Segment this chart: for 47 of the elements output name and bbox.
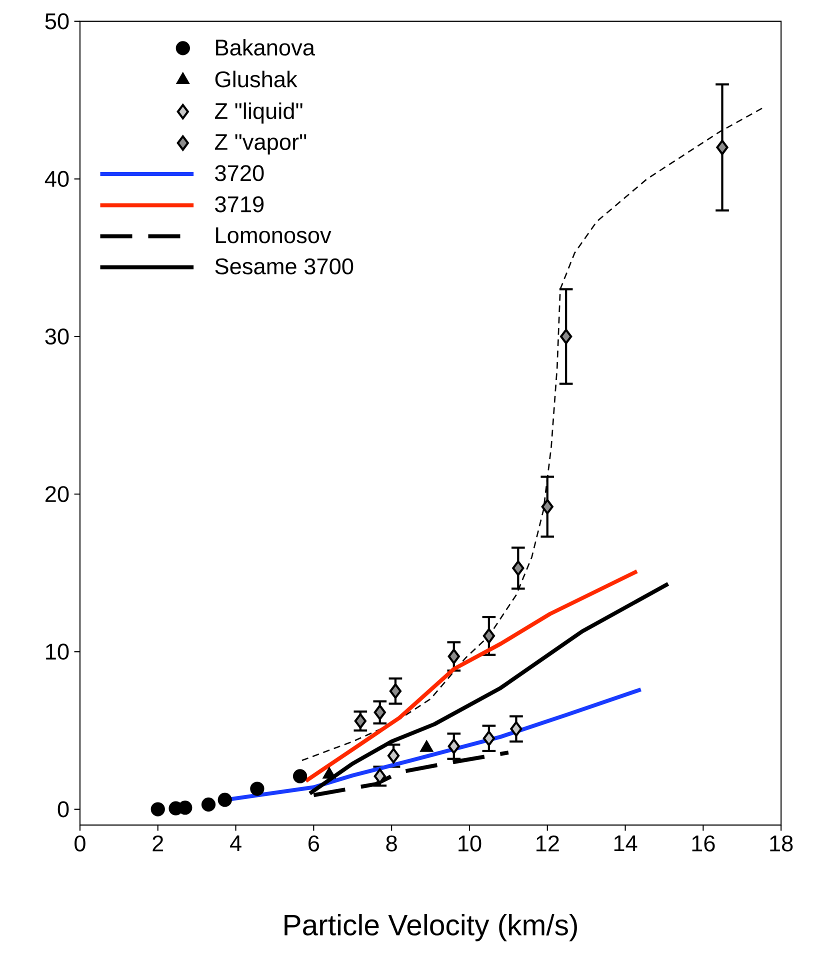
point (390, 683, 402, 699)
point (202, 797, 216, 812)
x-tick-label: 4 (230, 835, 242, 852)
line-series (308, 582, 670, 796)
point (541, 498, 554, 514)
point (178, 800, 192, 815)
point (716, 140, 728, 156)
point (250, 782, 264, 796)
point (293, 769, 308, 784)
point (388, 748, 400, 764)
point (374, 704, 386, 720)
point (512, 560, 524, 576)
point (448, 648, 460, 664)
y-tick-label: 30 (45, 328, 69, 345)
legend-label: Bakanova (216, 38, 316, 56)
point (323, 768, 336, 779)
point (218, 792, 232, 807)
x-axis-title: Particle Velocity (km/s) (284, 914, 578, 942)
point (483, 730, 496, 746)
x-tick-label: 2 (152, 835, 164, 852)
y-tick-label: 50 (45, 13, 69, 30)
x-tick-label: 6 (308, 835, 320, 852)
legend-label: Z "vapor" (215, 134, 306, 155)
point (448, 738, 460, 754)
point (354, 713, 367, 729)
legend-label: 3719 (215, 196, 264, 212)
y-tick-label: 10 (46, 644, 69, 660)
y-tick-label: 40 (45, 170, 69, 187)
point (150, 802, 166, 816)
x-tick-label: 18 (770, 835, 793, 852)
x-tick-label: 14 (614, 835, 638, 852)
x-tick-label: 8 (386, 835, 398, 852)
x-tick-label: 16 (692, 835, 715, 852)
legend-label: Lomonosov (216, 227, 332, 244)
x-tick-label: 10 (458, 835, 482, 852)
legend-label: Glushak (216, 70, 298, 88)
legend-label: Z "liquid" (215, 102, 303, 124)
point (483, 628, 496, 644)
legend-label: 3720 (215, 165, 264, 182)
point (510, 721, 522, 737)
point (420, 740, 434, 752)
x-tick-label: 0 (74, 835, 86, 852)
y-tick-label: 0 (58, 801, 69, 818)
legend-label: Sesame 3700 (215, 258, 354, 274)
x-tick-label: 12 (536, 835, 559, 852)
point (560, 328, 572, 344)
y-tick-label: 20 (46, 486, 69, 502)
